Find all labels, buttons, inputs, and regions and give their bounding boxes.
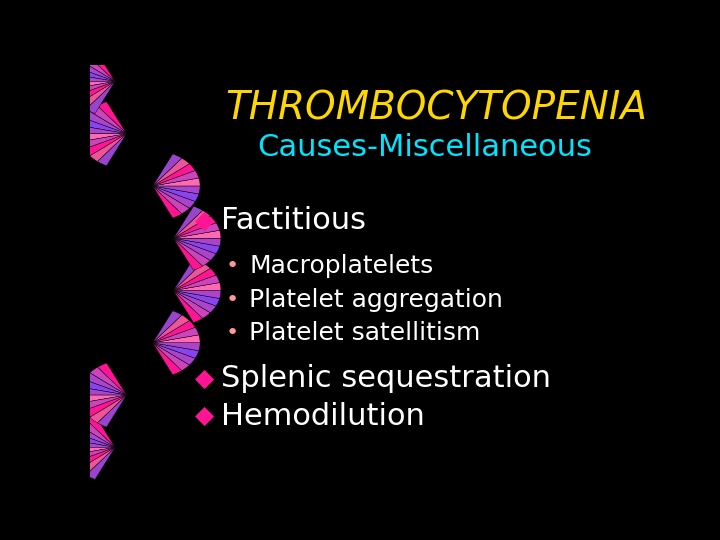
Wedge shape <box>84 111 127 134</box>
Wedge shape <box>174 211 210 238</box>
Wedge shape <box>174 291 210 319</box>
Wedge shape <box>69 66 115 82</box>
Wedge shape <box>153 343 199 358</box>
Wedge shape <box>174 259 202 291</box>
Wedge shape <box>174 238 221 246</box>
Wedge shape <box>174 206 202 238</box>
Wedge shape <box>68 440 115 447</box>
Wedge shape <box>81 134 127 149</box>
Wedge shape <box>90 367 127 395</box>
Wedge shape <box>97 395 127 427</box>
Wedge shape <box>97 363 127 395</box>
Wedge shape <box>153 186 200 194</box>
Wedge shape <box>69 432 115 447</box>
Wedge shape <box>153 335 200 343</box>
Text: Splenic sequestration: Splenic sequestration <box>221 364 551 393</box>
Wedge shape <box>79 387 127 395</box>
Wedge shape <box>86 415 115 447</box>
Text: •: • <box>225 256 239 276</box>
Wedge shape <box>68 447 115 455</box>
Wedge shape <box>153 327 199 343</box>
Wedge shape <box>90 395 127 423</box>
Wedge shape <box>69 447 115 463</box>
Wedge shape <box>153 186 182 218</box>
Wedge shape <box>153 178 200 186</box>
Wedge shape <box>97 102 127 134</box>
Wedge shape <box>79 395 127 403</box>
Wedge shape <box>153 343 189 370</box>
Wedge shape <box>174 291 216 313</box>
Wedge shape <box>78 447 115 475</box>
Text: ◆: ◆ <box>195 209 214 233</box>
Wedge shape <box>79 134 127 141</box>
Wedge shape <box>78 82 115 109</box>
Wedge shape <box>174 291 202 322</box>
Wedge shape <box>153 186 189 214</box>
Text: •: • <box>225 290 239 310</box>
Wedge shape <box>73 59 115 82</box>
Wedge shape <box>90 134 127 161</box>
Wedge shape <box>153 171 199 186</box>
Wedge shape <box>81 380 127 395</box>
Wedge shape <box>86 447 115 480</box>
Wedge shape <box>79 126 127 134</box>
Wedge shape <box>153 315 189 343</box>
Text: Macroplatelets: Macroplatelets <box>249 254 433 279</box>
Wedge shape <box>73 447 115 470</box>
Wedge shape <box>174 230 221 238</box>
Wedge shape <box>78 53 115 82</box>
Text: Hemodilution: Hemodilution <box>221 402 425 431</box>
Wedge shape <box>78 420 115 447</box>
Wedge shape <box>153 164 195 186</box>
Wedge shape <box>153 186 195 208</box>
Wedge shape <box>174 291 221 299</box>
Text: Platelet aggregation: Platelet aggregation <box>249 288 503 312</box>
Wedge shape <box>174 268 216 291</box>
Text: Causes-Miscellaneous: Causes-Miscellaneous <box>257 133 593 163</box>
Wedge shape <box>84 395 127 417</box>
Wedge shape <box>153 158 189 186</box>
Wedge shape <box>174 262 210 291</box>
Wedge shape <box>174 238 210 266</box>
Wedge shape <box>84 134 127 156</box>
Wedge shape <box>81 395 127 410</box>
Wedge shape <box>174 238 202 271</box>
Wedge shape <box>84 373 127 395</box>
Wedge shape <box>73 82 115 104</box>
Wedge shape <box>174 291 220 306</box>
Wedge shape <box>174 223 220 238</box>
Wedge shape <box>69 82 115 97</box>
Wedge shape <box>153 154 182 186</box>
Wedge shape <box>153 310 182 343</box>
Wedge shape <box>153 343 182 375</box>
Wedge shape <box>153 321 195 343</box>
Wedge shape <box>174 275 220 291</box>
Wedge shape <box>153 343 195 365</box>
Wedge shape <box>153 343 200 351</box>
Text: Platelet satellitism: Platelet satellitism <box>249 321 480 345</box>
Wedge shape <box>81 118 127 134</box>
Text: •: • <box>225 323 239 343</box>
Wedge shape <box>174 238 216 260</box>
Text: ◆: ◆ <box>195 367 214 391</box>
Text: Factitious: Factitious <box>221 206 366 235</box>
Wedge shape <box>153 186 199 201</box>
Wedge shape <box>73 425 115 447</box>
Wedge shape <box>86 49 115 82</box>
Wedge shape <box>90 106 127 134</box>
Wedge shape <box>68 82 115 90</box>
Wedge shape <box>174 238 220 254</box>
Wedge shape <box>68 73 115 82</box>
Wedge shape <box>174 216 216 238</box>
Text: THROMBOCYTOPENIA: THROMBOCYTOPENIA <box>225 90 647 127</box>
Text: ◆: ◆ <box>195 404 214 428</box>
Wedge shape <box>97 134 127 166</box>
Wedge shape <box>86 82 115 113</box>
Wedge shape <box>174 282 221 291</box>
